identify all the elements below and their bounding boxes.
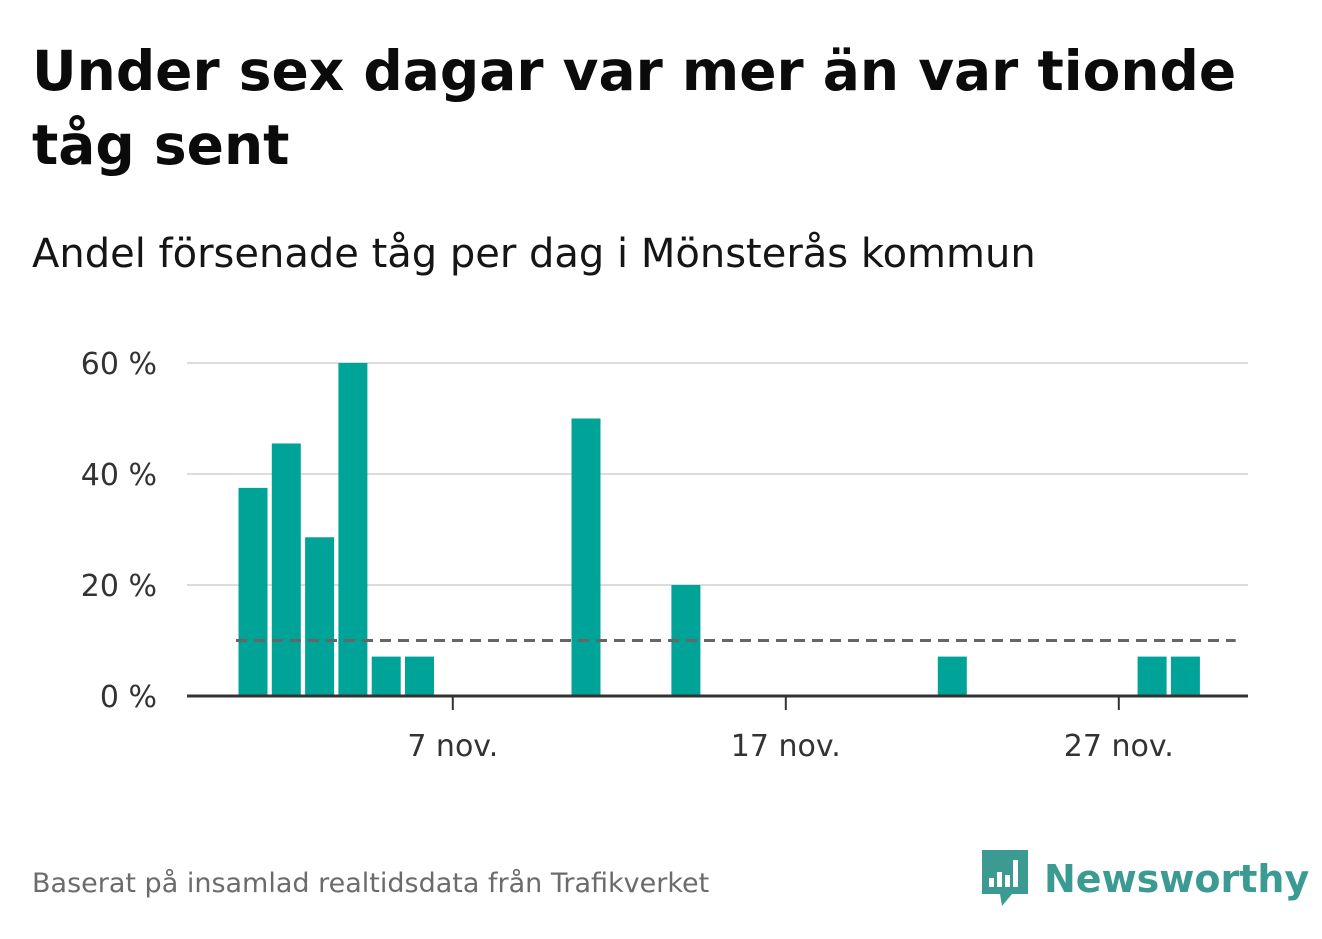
bar [305, 537, 335, 696]
y-tick-label: 40 % [81, 458, 157, 493]
bars [238, 363, 1200, 696]
axes: 0 % 20 % 40 % 60 % 7 nov. 17 nov. 27 nov. [81, 347, 1248, 764]
chart-subtitle: Andel försenade tåg per dag i Mönsterås … [32, 231, 1036, 277]
source-note: Baserat på insamlad realtidsdata från Tr… [32, 868, 710, 899]
brand-name: Newsworthy [1044, 857, 1310, 901]
bar [238, 487, 268, 696]
bar [271, 443, 301, 696]
bar [1137, 656, 1167, 696]
bar-chart: 0 % 20 % 40 % 60 % 7 nov. 17 nov. 27 nov. [81, 347, 1248, 764]
y-tick-label: 60 % [81, 347, 157, 382]
y-tick-label: 0 % [100, 680, 157, 715]
bar [371, 656, 401, 696]
bar [338, 363, 368, 696]
bar [1170, 656, 1200, 696]
bar [405, 656, 434, 696]
bar [937, 656, 967, 696]
y-tick-label: 20 % [81, 569, 157, 604]
bar [571, 418, 601, 696]
x-tick-label: 27 nov. [1064, 729, 1174, 764]
x-tick-label: 7 nov. [407, 729, 498, 764]
newsworthy-logo: Newsworthy [980, 848, 1309, 910]
newsworthy-logo-icon [982, 850, 1028, 906]
chart-title: Under sex dagar var mer än var tionde tå… [32, 39, 1237, 177]
x-tick-label: 17 nov. [731, 729, 841, 764]
